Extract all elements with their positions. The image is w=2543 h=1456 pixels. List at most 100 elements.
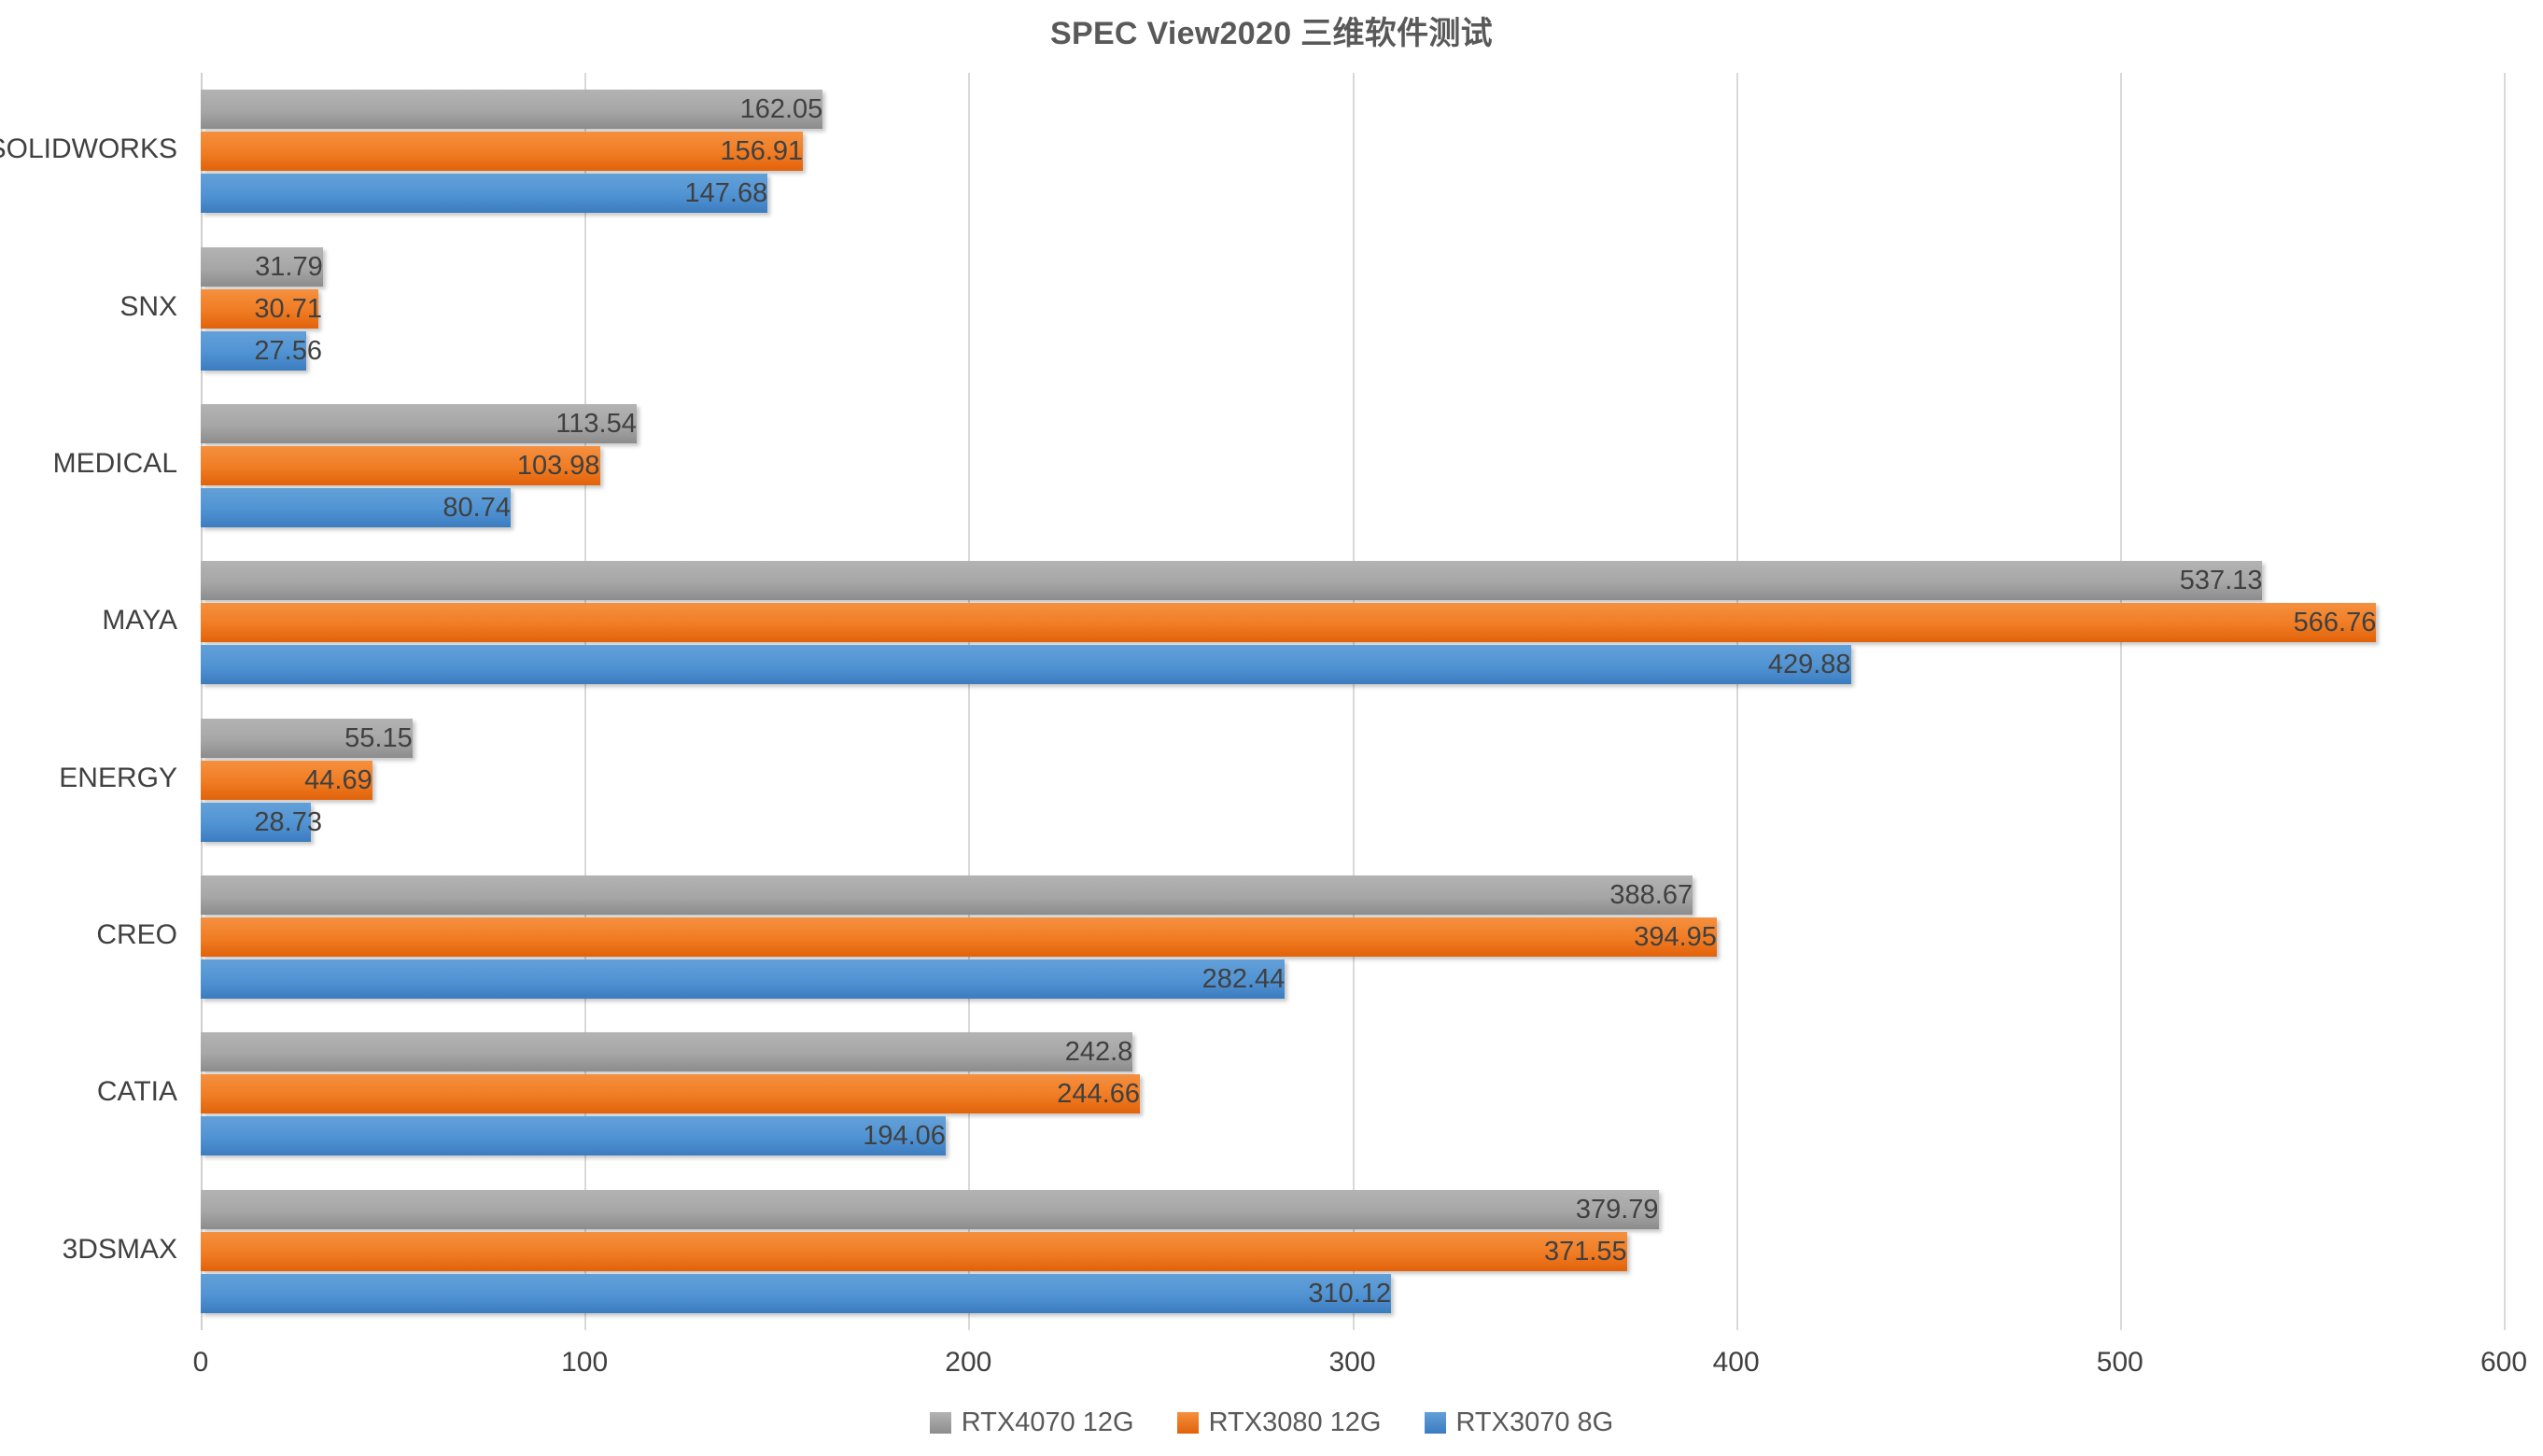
gridline-100 [584, 73, 587, 1330]
gridline-200 [968, 73, 971, 1330]
bar-value-label: 147.68 [684, 178, 768, 209]
category-label-catia: CATIA [96, 1076, 177, 1108]
bar-row: 80.74 [201, 487, 2504, 527]
x-tick-500: 500 [2096, 1347, 2143, 1378]
legend-label: RTX4070 12G [961, 1407, 1134, 1437]
chart-title: SPEC View2020 三维软件测试 [1050, 16, 1493, 51]
bar[interactable] [201, 246, 323, 287]
category-label-maya: MAYA [102, 605, 177, 637]
legend-item[interactable]: RTX3080 12G [1176, 1407, 1382, 1438]
x-tick-0: 0 [192, 1347, 209, 1378]
bar-value-label: 394.95 [1634, 922, 1717, 953]
bar[interactable] [201, 1231, 1627, 1271]
x-tick-400: 400 [1712, 1347, 1760, 1378]
x-tick-100: 100 [561, 1347, 609, 1378]
bar-value-label: 156.91 [720, 136, 804, 167]
bar-row: 31.79 [201, 246, 2504, 287]
bar-row: 282.44 [201, 959, 2504, 1000]
bar-value-label: 27.56 [254, 335, 322, 366]
bar-value-label: 379.79 [1575, 1194, 1659, 1225]
bar[interactable] [201, 1273, 1392, 1313]
bar-value-label: 80.74 [443, 492, 511, 523]
bar-group: 31.79 30.71 27.56 [201, 246, 2504, 371]
chart-legend: RTX4070 12G RTX3080 12G RTX3070 8G [0, 1407, 2543, 1438]
bar-value-label: 55.15 [344, 722, 413, 753]
gridline-600 [2504, 73, 2506, 1330]
bar-row: 156.91 [201, 132, 2504, 172]
bar-row: 388.67 [201, 875, 2504, 916]
bar[interactable] [201, 174, 768, 214]
bar-value-label: 371.55 [1543, 1236, 1627, 1267]
legend-label: RTX3070 8G [1455, 1407, 1614, 1437]
bar-row: 30.71 [201, 288, 2504, 329]
bar-row: 429.88 [201, 645, 2504, 685]
legend-label: RTX3080 12G [1208, 1407, 1382, 1437]
gridline-300 [1352, 73, 1355, 1330]
bar[interactable] [201, 403, 637, 443]
bar-value-label: 30.71 [254, 293, 322, 324]
bar-group: 537.13 566.76 429.88 [201, 561, 2504, 685]
bar-value-label: 244.66 [1057, 1079, 1140, 1110]
bar-row: 28.73 [201, 802, 2504, 842]
bar[interactable] [201, 90, 823, 130]
bar-row: 103.98 [201, 445, 2504, 485]
plot-area: 162.05 156.91 147.68 31.79 30.71 27.56 113.54 1… [201, 73, 2506, 1330]
bar-row: 44.69 [201, 760, 2504, 800]
legend-item[interactable]: RTX4070 12G [929, 1407, 1134, 1438]
bar-row: 394.95 [201, 917, 2504, 958]
gridline-400 [1735, 73, 1738, 1330]
category-label-3dsmax: 3DSMAX [62, 1233, 177, 1265]
bar-row: 27.56 [201, 330, 2504, 371]
gridline-0 [201, 73, 203, 1330]
bar[interactable] [201, 288, 319, 329]
bar-value-label: 310.12 [1308, 1278, 1392, 1309]
bar-value-label: 388.67 [1609, 880, 1693, 911]
bar-value-label: 28.73 [254, 806, 322, 837]
bar[interactable] [201, 445, 600, 485]
bar-value-label: 566.76 [2293, 608, 2377, 638]
bar-row: 242.8 [201, 1032, 2504, 1072]
legend-swatch-icon [929, 1412, 951, 1434]
bar[interactable] [201, 132, 804, 172]
x-tick-600: 600 [2480, 1347, 2528, 1378]
bar-group: 379.79 371.55 310.12 [201, 1189, 2504, 1313]
bar[interactable] [201, 917, 1717, 958]
bar-group: 388.67 394.95 282.44 [201, 875, 2504, 1000]
category-label-snx: SNX [119, 290, 177, 322]
bar-row: 194.06 [201, 1116, 2504, 1156]
x-tick-200: 200 [945, 1347, 992, 1378]
bar-value-label: 103.98 [516, 450, 600, 481]
bar-row: 537.13 [201, 561, 2504, 601]
bar[interactable] [201, 802, 312, 842]
bar-value-label: 44.69 [304, 764, 372, 795]
bar-row: 379.79 [201, 1189, 2504, 1229]
bar[interactable] [201, 1116, 946, 1156]
bar[interactable] [201, 875, 1693, 916]
bar[interactable] [201, 1074, 1140, 1114]
bar-value-label: 162.05 [739, 94, 823, 125]
bar[interactable] [201, 760, 372, 800]
bar[interactable] [201, 959, 1286, 1000]
bar[interactable] [201, 487, 511, 527]
bar-value-label: 282.44 [1201, 964, 1286, 995]
bar[interactable] [201, 561, 2263, 601]
bar[interactable] [201, 603, 2377, 643]
bar-value-label: 194.06 [863, 1121, 946, 1152]
bar-row: 244.66 [201, 1074, 2504, 1114]
gridline-500 [2119, 73, 2122, 1330]
bar[interactable] [201, 1189, 1659, 1229]
x-tick-300: 300 [1328, 1347, 1376, 1378]
legend-item[interactable]: RTX3070 8G [1424, 1407, 1614, 1438]
bar-value-label: 31.79 [255, 251, 323, 282]
bar[interactable] [201, 718, 413, 758]
bar[interactable] [201, 1032, 1133, 1072]
bar[interactable] [201, 645, 1851, 685]
bar-row: 566.76 [201, 603, 2504, 643]
bar-row: 162.05 [201, 90, 2504, 130]
bar-value-label: 242.8 [1064, 1037, 1133, 1068]
bar-row: 113.54 [201, 403, 2504, 443]
bar-value-label: 537.13 [2179, 566, 2263, 596]
bar[interactable] [201, 330, 307, 371]
bar-value-label: 429.88 [1767, 650, 1851, 680]
